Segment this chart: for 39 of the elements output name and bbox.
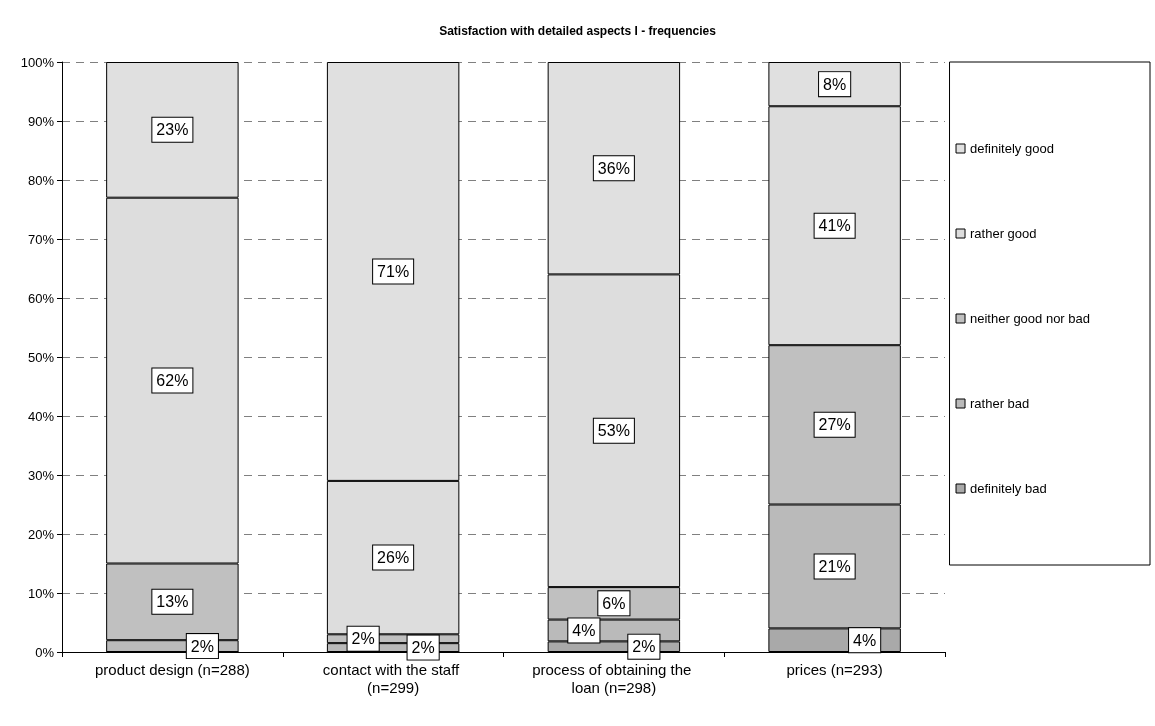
legend-label: definitely good <box>970 141 1054 156</box>
data-label: 8% <box>823 75 847 93</box>
y-tick-label: 10% <box>27 585 55 601</box>
y-tick-label: 0% <box>35 644 55 660</box>
data-label: 2% <box>190 637 214 655</box>
x-tick-label: prices (n=293) <box>786 660 883 678</box>
y-tick-label: 60% <box>27 290 55 306</box>
data-label: 6% <box>602 594 626 612</box>
data-label: 26% <box>377 549 410 567</box>
chart-title: Satisfaction with detailed aspects I - frequencies <box>439 24 717 38</box>
data-label: 4% <box>853 631 877 649</box>
y-tick-label: 50% <box>27 349 55 365</box>
data-label: 21% <box>818 557 851 575</box>
y-tick-label: 30% <box>27 467 55 483</box>
x-tick-label: process of obtaining the loan (n=298) <box>532 660 696 696</box>
data-label: 2% <box>411 639 435 657</box>
y-tick-label: 100% <box>20 54 55 70</box>
y-tick-label: 20% <box>27 526 55 542</box>
x-tick-label: product design (n=288) <box>95 660 250 678</box>
data-label: 23% <box>156 121 189 139</box>
legend-label: rather good <box>970 226 1037 241</box>
data-label: 41% <box>818 217 851 235</box>
data-label: 53% <box>597 422 630 440</box>
data-label: 13% <box>156 593 189 611</box>
legend-label: rather bad <box>970 396 1030 411</box>
data-label: 62% <box>156 372 189 390</box>
data-label: 71% <box>377 262 410 280</box>
data-label: 2% <box>351 630 375 648</box>
data-label: 4% <box>572 621 596 639</box>
data-label: 2% <box>632 638 656 656</box>
y-tick-label: 70% <box>27 231 55 247</box>
legend-label: definitely bad <box>970 481 1047 496</box>
y-tick-label: 90% <box>27 113 55 129</box>
y-tick-label: 80% <box>27 172 55 188</box>
y-tick-label: 40% <box>27 408 55 424</box>
legend-label: neither good nor bad <box>970 311 1090 326</box>
x-tick-label: contact with the staff (n=299) <box>322 660 464 696</box>
data-label: 36% <box>597 159 630 177</box>
data-label: 27% <box>818 416 851 434</box>
